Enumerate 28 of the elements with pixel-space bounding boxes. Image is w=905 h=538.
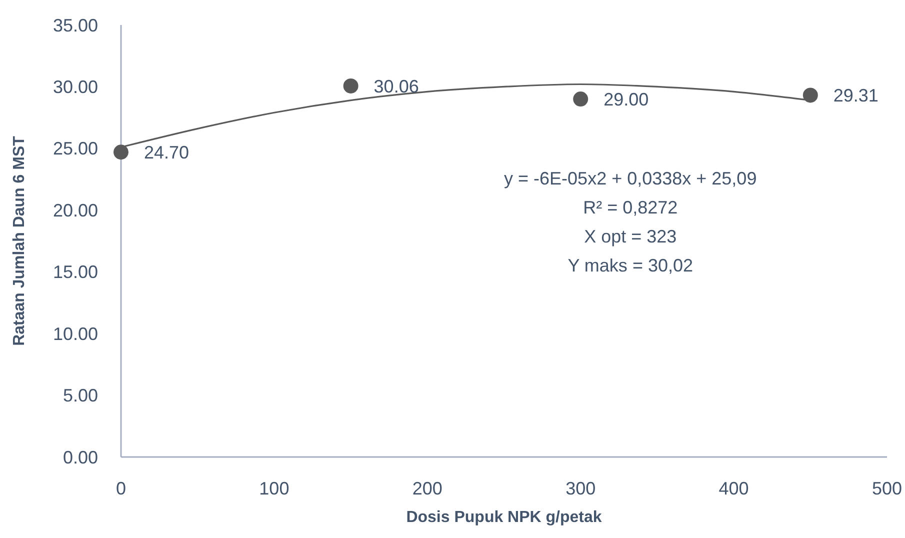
point xyxy=(114,144,128,160)
y-axis-title: Rataan Jumlah Daun 6 MST xyxy=(11,136,28,346)
data-label: 29.00 xyxy=(604,89,649,110)
y-tick-label: 10.00 xyxy=(52,324,98,344)
x-tick-label: 400 xyxy=(718,478,749,498)
data-label: 30.06 xyxy=(374,76,419,96)
x-tick-label: 200 xyxy=(412,478,442,498)
x-tick-label: 500 xyxy=(872,478,902,498)
y-tick-label: 0.00 xyxy=(62,447,98,468)
data-label: 24.70 xyxy=(144,142,190,162)
annotation: y = -6E-05x2 + 0,0338x + 25,09 xyxy=(504,168,757,188)
y-tick-label: 20.00 xyxy=(52,200,98,220)
point xyxy=(343,78,358,94)
x-tick-label: 300 xyxy=(566,478,596,498)
x-tick-label: 100 xyxy=(259,478,290,498)
annotation: Y maks = 30,02 xyxy=(568,255,694,276)
data-label: 29.31 xyxy=(833,86,878,106)
y-tick-label: 30.00 xyxy=(52,77,98,98)
x-axis-title: Dosis Pupuk NPK g/petak xyxy=(406,509,602,526)
annotation: R² = 0,8272 xyxy=(583,197,678,218)
y-tick-label: 15.00 xyxy=(52,262,98,282)
y-tick-label: 25.00 xyxy=(52,138,98,159)
y-tick-label: 35.00 xyxy=(52,15,98,36)
x-tick-label: 0 xyxy=(116,478,126,498)
y-tick-label: 5.00 xyxy=(62,386,98,406)
point xyxy=(802,88,818,103)
annotation: X opt = 323 xyxy=(584,226,677,246)
point xyxy=(573,92,588,107)
